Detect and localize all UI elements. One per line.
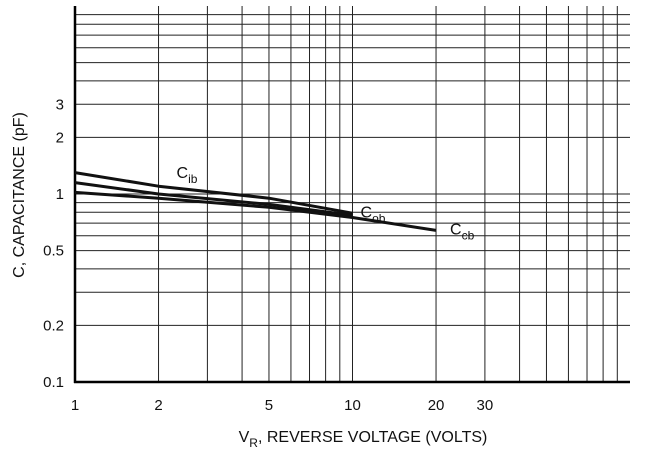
x-axis-label: VR, REVERSE VOLTAGE (VOLTS)	[239, 429, 488, 450]
y-tick-label: 0.2	[43, 317, 64, 334]
x-tick-label: 2	[154, 397, 162, 414]
series-line-ob	[74, 181, 353, 217]
series-label-sub: ib	[188, 172, 198, 186]
y-tick-label: 1	[56, 186, 64, 203]
series-label-main: C	[361, 204, 373, 221]
y-tick-label: 3	[56, 96, 64, 113]
series-label-sub: cb	[462, 228, 475, 242]
series-label-main: C	[177, 165, 189, 182]
y-tick-label: 2	[56, 129, 64, 146]
x-tick-label: 20	[428, 397, 445, 414]
y-tick-labels: 0.1 0.2 0.5 1 2 3	[43, 96, 64, 391]
y-tick-label: 0.1	[43, 374, 64, 391]
x-axis-label-main: V	[239, 429, 250, 446]
series-lines	[74, 171, 437, 232]
series-label-cb: Ccb	[450, 221, 475, 242]
x-tick-label: 1	[71, 397, 79, 414]
x-axis-label-sub: R	[249, 436, 258, 450]
series-line-cb	[74, 190, 437, 232]
series-label-ib: Cib	[177, 165, 198, 186]
y-axis-label: C, CAPACITANCE (pF)	[11, 112, 28, 278]
series-line-ib	[74, 171, 353, 215]
x-tick-label: 30	[477, 397, 494, 414]
plot-frame	[73, 6, 630, 384]
y-tick-label: 0.5	[43, 243, 64, 260]
grid	[75, 6, 630, 382]
series-label-ob: Cob	[361, 204, 386, 225]
x-tick-label: 10	[344, 397, 361, 414]
x-tick-label: 5	[265, 397, 273, 414]
series-label-main: C	[450, 221, 462, 238]
x-tick-labels: 1 2 5 10 20 30	[71, 397, 493, 414]
series-label-sub: ob	[372, 211, 386, 225]
x-axis-label-rest: , REVERSE VOLTAGE (VOLTS)	[258, 429, 487, 446]
